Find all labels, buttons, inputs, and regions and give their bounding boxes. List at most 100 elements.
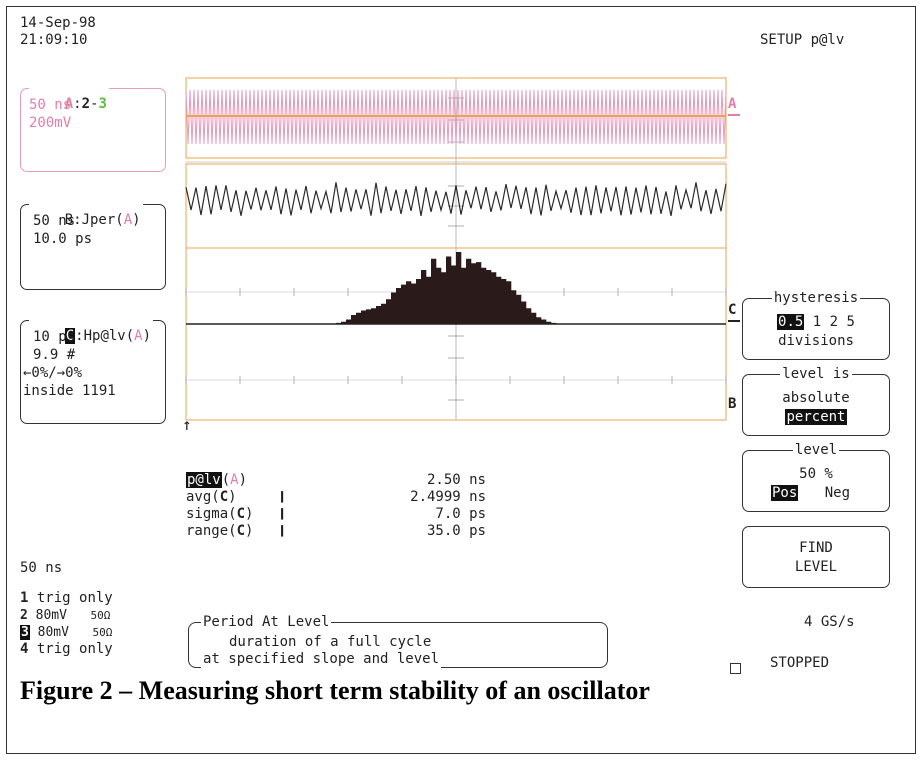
measurement-row: sigma(C) ❙ 7.0 ps	[186, 506, 486, 523]
level-is-menu[interactable]: level is absolute percent	[742, 366, 890, 436]
paren-close: )	[228, 489, 237, 505]
hysteresis-selected[interactable]: 0.5	[777, 314, 805, 330]
measurement-row: p@lv(A) 2.50 ns	[186, 472, 486, 489]
histogram-bar	[441, 272, 447, 324]
channel-c-letter: C	[64, 328, 76, 344]
channel-1-row: 1 trig only	[20, 590, 113, 607]
channel-3-letter: 3	[98, 96, 107, 112]
histogram-bar	[461, 267, 467, 324]
measurement-name: sigma	[186, 506, 229, 522]
help-box: Period At Level duration of a full cycle…	[188, 614, 608, 668]
histogram-bar	[521, 301, 527, 324]
channel-3-volts: 80mV	[37, 625, 69, 640]
timebase-readout: 50 ns	[20, 560, 63, 576]
histogram-bar	[361, 310, 367, 324]
channel-c-title-end: )	[142, 328, 152, 344]
channel-2-letter: 2	[81, 96, 91, 112]
trace-a-signal	[185, 89, 727, 145]
histogram-bar	[426, 276, 432, 324]
paren-open: (	[221, 472, 231, 488]
histogram-bar	[366, 309, 372, 324]
channel-4-row: 4 trig only	[20, 641, 113, 658]
measurement-panel: p@lv(A) 2.50 ns avg(C) ❙ 2.4999 ns sigma(C) ❙ 7…	[186, 472, 486, 540]
channel-a-timebase: 50 ns	[29, 97, 72, 113]
hysteresis-menu[interactable]: hysteresis 0.5 1 2 5 divisions	[742, 290, 890, 360]
channel-b-scale: 10.0 ps	[33, 231, 93, 247]
channel-a-sep2: -	[90, 96, 99, 112]
help-line2: at specified slope and level	[201, 651, 442, 668]
level-neg[interactable]: Neg	[824, 485, 851, 501]
level-is-absolute[interactable]: absolute	[782, 390, 850, 406]
channel-a-volts: 200mV	[29, 115, 72, 131]
channel-1-status: trig only	[36, 590, 113, 606]
channel-2-num: 2	[20, 608, 28, 623]
measurement-row: range(C) ❙ 35.0 ps	[186, 523, 486, 540]
measurement-value: 35.0 ps	[426, 523, 486, 539]
histogram-bar	[346, 319, 352, 324]
channel-b-title-end: )	[132, 212, 141, 228]
statistics-marker-icon: ❙	[278, 506, 287, 522]
grid-ticks	[185, 97, 727, 401]
channel-3-impedance: 50Ω	[92, 626, 113, 639]
histogram-bar	[526, 308, 532, 324]
histogram-bar	[386, 299, 392, 324]
level-title: level	[792, 442, 840, 458]
histogram-bar	[371, 308, 377, 324]
channel-3-row: 3 80mV 50Ω	[20, 624, 112, 641]
channel-c-limits: ←0%/→0%	[23, 365, 83, 381]
paren-open: (	[211, 489, 220, 505]
histogram-bar	[541, 319, 547, 324]
histogram-bar	[486, 270, 492, 324]
statistics-marker-icon: ❙	[278, 489, 287, 505]
histogram-bar	[411, 283, 417, 324]
channel-c-inside: inside 1191	[23, 383, 116, 399]
channel-a-box[interactable]: A:2-3 50 ns 200mV	[20, 79, 166, 172]
measurement-name: range	[186, 523, 229, 539]
level-menu[interactable]: level 50 % Pos Neg	[742, 442, 890, 512]
histogram-bar	[356, 312, 362, 324]
histogram-bar	[406, 281, 412, 324]
trace-a-level-marker	[728, 114, 740, 116]
channel-3-num: 3	[20, 625, 30, 640]
histogram-bar	[491, 272, 497, 324]
histogram-c	[336, 252, 557, 324]
histogram-bar	[546, 321, 552, 324]
channel-c-title: :Hp@lv(	[75, 328, 135, 344]
histogram-bar	[421, 270, 427, 324]
paren-close: )	[245, 506, 254, 522]
paren-close: )	[245, 523, 254, 539]
find-level-button[interactable]: FIND LEVEL	[742, 526, 890, 588]
histogram-bar	[376, 306, 382, 324]
statistics-marker-icon: ❙	[278, 523, 287, 539]
channel-b-source: A	[123, 212, 133, 228]
trace-area[interactable]	[180, 76, 740, 446]
level-is-percent[interactable]: percent	[785, 409, 847, 425]
level-pos[interactable]: Pos	[771, 485, 799, 501]
figure-caption: Figure 2 – Measuring short term stabilit…	[20, 676, 650, 705]
paren-close: )	[238, 472, 248, 488]
trace-b-label: B	[728, 396, 737, 412]
find-level-line1: FIND	[799, 540, 833, 556]
histogram-bar	[471, 263, 477, 324]
histogram-bar	[531, 312, 537, 324]
histogram-bar	[466, 258, 472, 324]
histogram-bar	[536, 317, 542, 324]
histogram-bar	[436, 267, 442, 324]
channel-c-box[interactable]: C:Hp@lv(A) 10 ps 9.9 # ←0%/→0% inside 11…	[20, 311, 166, 424]
channel-a-letter: A	[64, 96, 74, 112]
hysteresis-title: hysteresis	[771, 290, 861, 306]
measurement-row: avg(C) ❙ 2.4999 ns	[186, 489, 486, 506]
channel-b-box[interactable]: B:Jper(A) 50 ns 10.0 ps	[20, 195, 166, 290]
measurement-source: A	[230, 472, 239, 488]
channel-4-num: 4	[20, 641, 29, 657]
histogram-bar	[511, 290, 517, 324]
channel-a-sep1: :	[73, 96, 82, 112]
paren-open: (	[228, 523, 237, 539]
hysteresis-options[interactable]: 1 2 5	[812, 314, 855, 330]
channel-c-bin: 10 ps	[33, 329, 76, 345]
channel-2-volts: 80mV	[35, 608, 67, 623]
histogram-bar	[501, 279, 507, 324]
histogram-bar	[506, 281, 512, 324]
measurement-source: C	[236, 506, 246, 522]
measurement-name: avg	[186, 489, 212, 505]
